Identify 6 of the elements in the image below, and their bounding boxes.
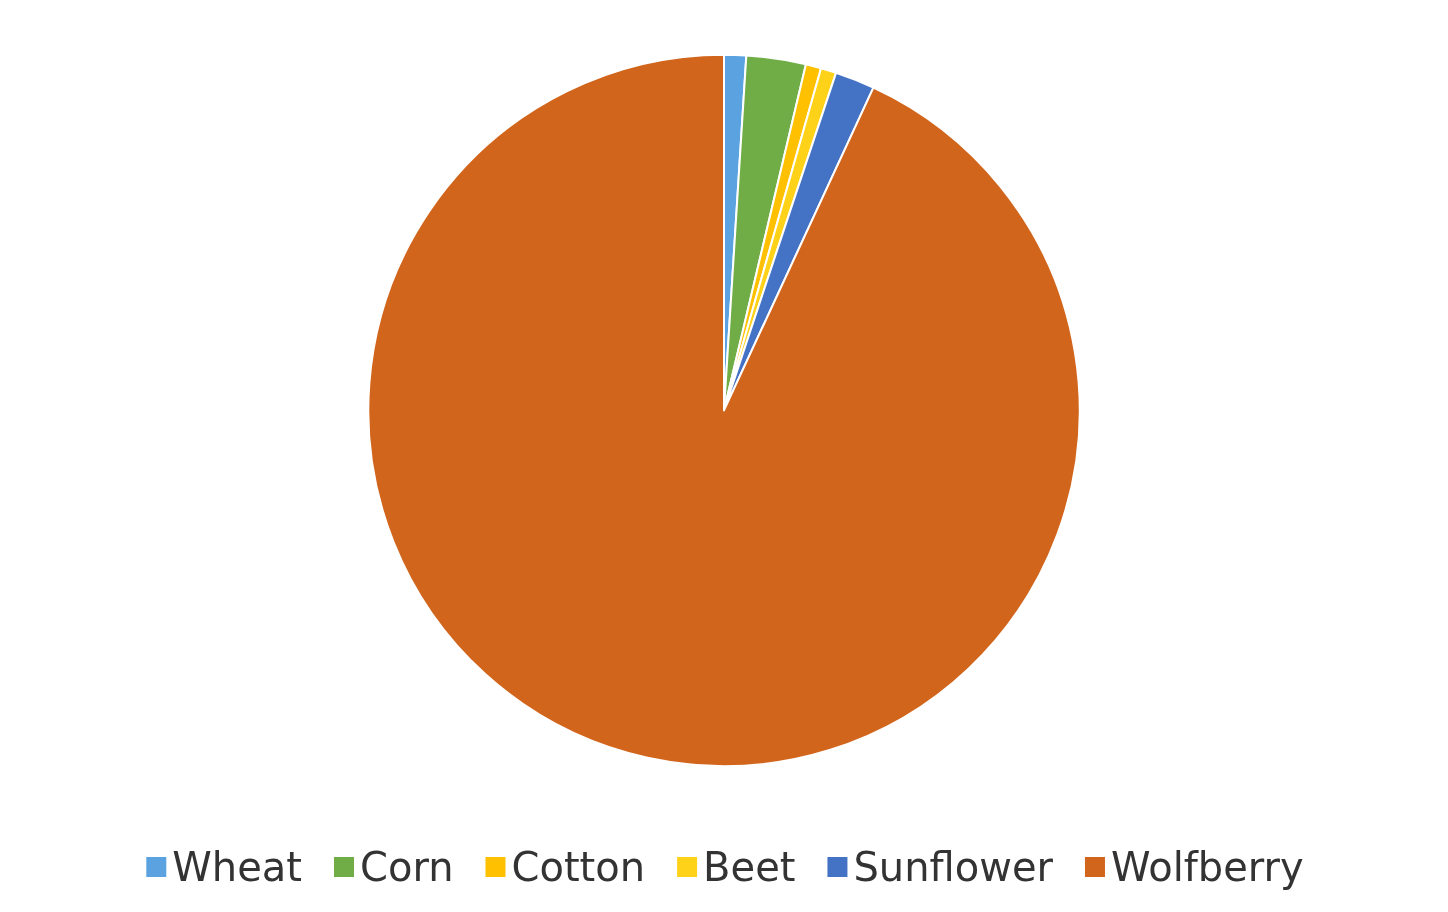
legend-label: Beet	[703, 844, 796, 890]
legend-label: Cotton	[511, 844, 646, 890]
legend-label: Wheat	[172, 844, 303, 890]
legend-label: Wolfberry	[1110, 844, 1304, 890]
legend-label: Sunflower	[853, 844, 1054, 890]
legend-label: Corn	[360, 844, 454, 890]
